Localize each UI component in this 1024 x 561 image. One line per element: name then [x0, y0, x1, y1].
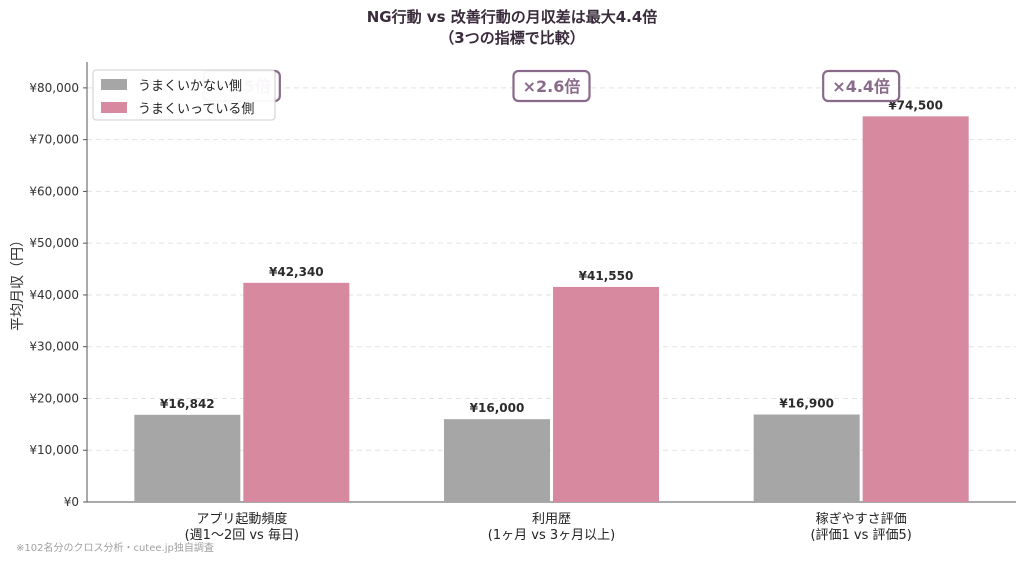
x-tick-labels: アプリ起動頻度(週1〜2回 vs 毎日) 利用歴(1ヶ月 vs 3ヶ月以上) 稼ぎや… [185, 511, 912, 543]
bars [134, 116, 969, 503]
legend-label: うまくいかない側 [138, 79, 242, 94]
x-tick-label: (1ヶ月 vs 3ヶ月以上) [488, 528, 615, 543]
data-label: ¥16,900 [779, 397, 834, 411]
data-label: ¥74,500 [888, 98, 943, 112]
data-labels: ¥16,842 ¥42,340 ¥16,000 ¥41,550 ¥16,900 ¥74,5… [160, 98, 943, 415]
x-tick-label: アプリ起動頻度 [196, 511, 287, 527]
bar [243, 282, 350, 502]
bar [134, 414, 241, 502]
y-tick-label: ¥40,000 [29, 288, 79, 302]
bar [862, 116, 969, 503]
y-tick-label: ¥60,000 [29, 184, 79, 198]
y-tick-label: ¥50,000 [29, 236, 79, 250]
x-tick-label: 稼ぎやすさ評価 [816, 512, 907, 527]
chart-title-line: NG行動 vs 改善行動の月収差は最大4.4倍 [367, 8, 658, 26]
y-tick-label: ¥20,000 [29, 391, 79, 405]
y-tick-label: ¥10,000 [29, 443, 79, 457]
x-tick-label: (週1〜2回 vs 毎日) [185, 527, 299, 543]
legend-frame [92, 69, 276, 121]
y-tick-label: ¥30,000 [29, 340, 79, 354]
axes [86, 62, 1016, 503]
y-tick-label: ¥80,000 [29, 81, 79, 95]
ratio-annotation-box [512, 69, 591, 103]
legend-label: うまくいっている側 [138, 102, 254, 117]
ratio-annotations: ×2.5倍×2.6倍×4.4倍 [202, 69, 901, 103]
y-tick-labels: ¥0 ¥10,000 ¥20,000 ¥30,000 ¥40,000 ¥50,000 ¥60… [29, 81, 87, 509]
ratio-annotation-box [822, 69, 901, 103]
data-label: ¥16,000 [470, 401, 525, 415]
chart-title-line: （3つの指標で比較） [439, 29, 584, 47]
legend-swatch [101, 79, 127, 90]
data-label: ¥16,842 [160, 397, 215, 411]
data-label: ¥42,340 [269, 265, 324, 279]
bar [753, 414, 860, 502]
bar [553, 286, 659, 502]
footnote: ※102名分のクロス分析・cutee.jp独自調査 [16, 541, 214, 554]
y-axis-label: 平均月収（円） [10, 233, 26, 331]
x-tick-label: (評価1 vs 評価5) [810, 528, 911, 543]
y-tick-label: ¥70,000 [29, 133, 79, 147]
bar [444, 419, 550, 502]
y-tick-label: ¥0 [64, 495, 79, 509]
ratio-annotation: ×4.4倍 [832, 77, 890, 96]
data-label: ¥41,550 [579, 269, 634, 283]
legend-swatch [101, 102, 127, 113]
ratio-annotation: ×2.6倍 [523, 77, 581, 96]
chart-title: NG行動 vs 改善行動の月収差は最大4.4倍 （3つの指標で比較） [367, 8, 658, 47]
x-tick-label: 利用歴 [532, 512, 571, 527]
